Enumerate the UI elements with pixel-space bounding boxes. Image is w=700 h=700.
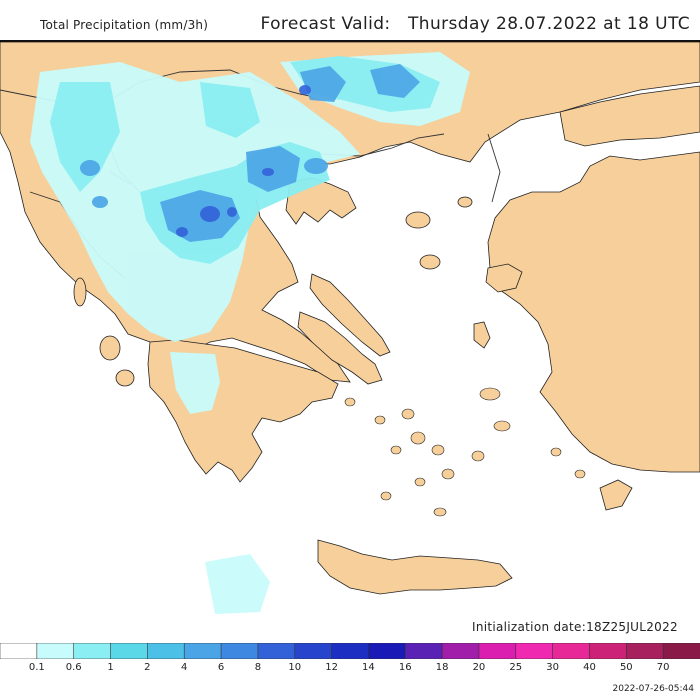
color-scale-label: 40 (583, 662, 596, 673)
color-scale-label: 14 (362, 662, 375, 673)
color-scale-swatch (662, 643, 700, 659)
color-scale-label: 70 (656, 662, 670, 673)
color-scale-swatch (183, 643, 222, 659)
precipitation-peak (176, 85, 311, 237)
forecast-valid-label: Forecast Valid: (260, 14, 391, 34)
color-scale-swatch (294, 643, 333, 659)
thasos-island (405, 211, 431, 229)
thrace-east-landmass (559, 85, 700, 147)
color-scale-swatch (73, 643, 112, 659)
color-scale-swatch (368, 643, 407, 659)
attica-landmass (297, 311, 383, 385)
color-scale-label: 18 (435, 662, 449, 673)
color-scale-label: 50 (619, 662, 633, 673)
color-scale-label: 20 (472, 662, 486, 673)
generation-timestamp: 2022-07-26-05:44 (612, 684, 695, 694)
color-scale-swatch (626, 643, 664, 659)
color-scale-label: 1 (107, 662, 114, 673)
color-scale-bar (0, 643, 700, 659)
color-scale-swatch (589, 643, 628, 659)
color-scale-swatch (257, 643, 296, 659)
header-title: Total Precipitation (mm/3h) (40, 18, 209, 32)
rhodes-island (599, 479, 633, 511)
color-scale-swatch (441, 643, 480, 659)
color-scale-swatch (478, 643, 517, 659)
color-scale-label: 25 (509, 662, 523, 673)
initialization-date-value: 18Z25JUL2022 (586, 620, 678, 634)
corfu-island (73, 277, 87, 307)
color-scale-label: 30 (546, 662, 559, 673)
lesvos-island (485, 263, 523, 293)
color-scale-label: 2 (144, 662, 151, 673)
map-svg (0, 42, 700, 618)
color-scale-label: 0.1 (28, 662, 45, 673)
zakynthos-island (115, 369, 135, 387)
color-scale-label: 10 (288, 662, 302, 673)
color-scale-label: 8 (254, 662, 262, 673)
color-scale-swatch (404, 643, 443, 659)
chios-island (473, 321, 491, 349)
color-scale-swatch (331, 643, 370, 659)
initialization-date: Initialization date:18Z25JUL2022 (472, 620, 678, 634)
color-scale-label: 0.6 (65, 662, 82, 673)
color-scale-swatch (147, 643, 186, 659)
evia-island (309, 273, 391, 357)
cyclades-islands (344, 387, 586, 517)
samothrace-island (457, 196, 473, 208)
color-scale-labels: 0.1 0.6 1 2 4 6 8 10 12 14 16 18 20 25 30 40 50 70 (0, 662, 700, 676)
initialization-date-label: Initialization date: (471, 620, 587, 634)
kefalonia-island (99, 335, 121, 361)
color-scale-swatch (220, 643, 259, 659)
color-scale-swatch (552, 643, 591, 659)
color-scale-swatch (110, 643, 149, 659)
color-scale-label: 6 (217, 662, 225, 673)
color-scale-label: 12 (325, 662, 338, 673)
forecast-valid: Forecast Valid: Thursday 28.07.2022 at 1… (261, 14, 690, 34)
color-scale-swatch (515, 643, 554, 659)
color-scale-swatch (0, 643, 38, 659)
lemnos-island (419, 254, 441, 270)
forecast-valid-value: Thursday 28.07.2022 at 18 UTC (407, 14, 690, 34)
anatolia-landmass (487, 151, 700, 473)
precipitation-map (0, 40, 700, 618)
color-scale-swatch (36, 643, 75, 659)
color-scale-label: 4 (181, 662, 188, 673)
color-scale-label: 16 (398, 662, 412, 673)
crete-island (317, 539, 513, 595)
